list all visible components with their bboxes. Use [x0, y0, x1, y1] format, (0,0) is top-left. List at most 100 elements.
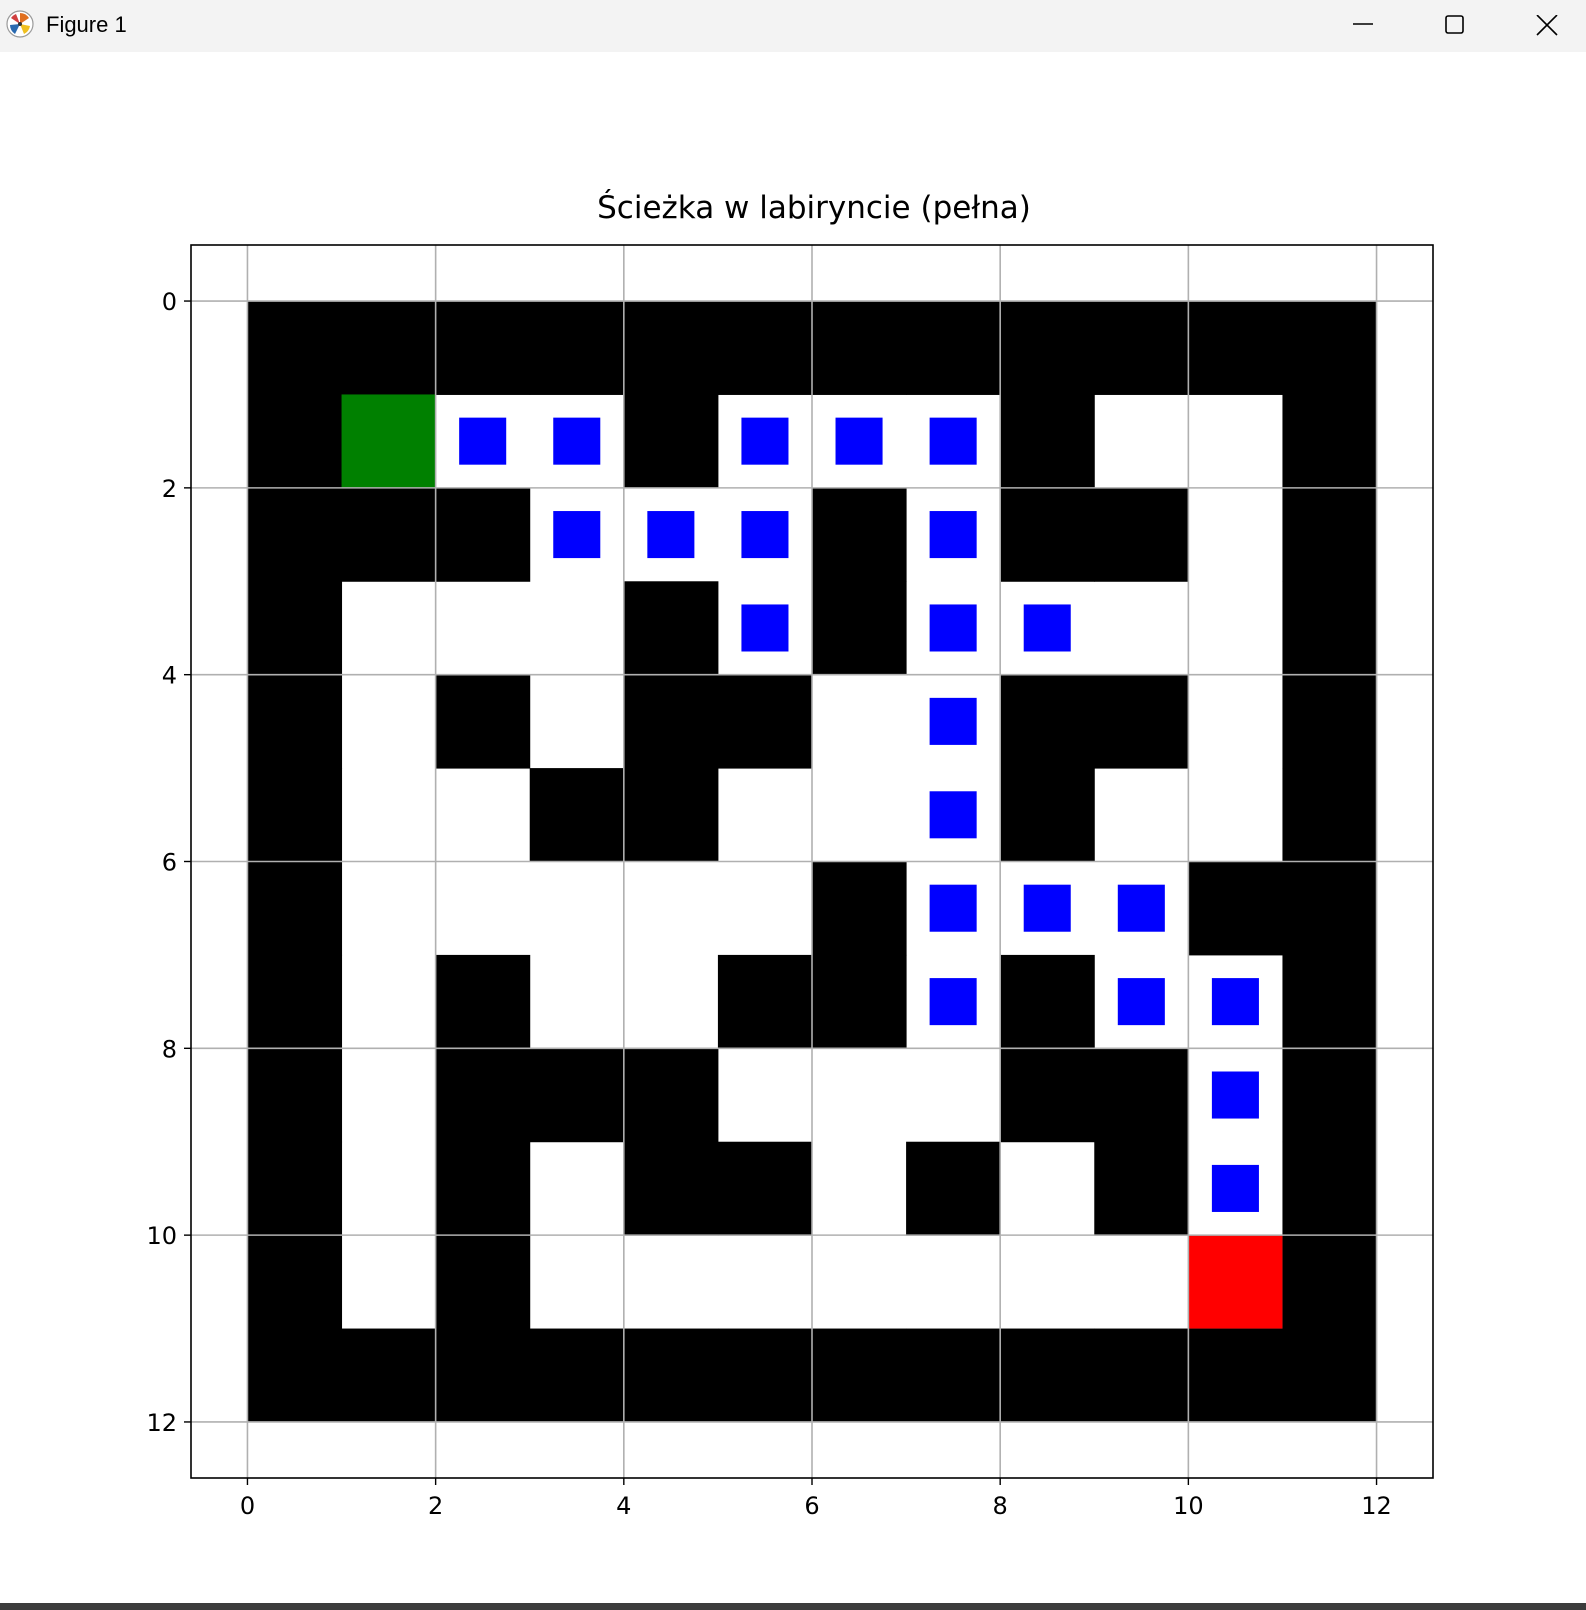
maze-wall-cell [1282, 861, 1378, 956]
maze-wall-cell [1282, 1235, 1378, 1330]
maze-wall-cell [1000, 954, 1095, 1049]
path-marker [459, 417, 507, 465]
path-marker [1117, 884, 1165, 932]
x-tick-label: 12 [1361, 1492, 1392, 1520]
maze-wall-cell [435, 487, 531, 582]
maze-plot: Ścieżka w labiryncie (pełna) 0 2 4 6 8 10 12 0 2… [146, 189, 1434, 1520]
maze-wall-cell [1094, 674, 1189, 769]
maze-wall-cell [247, 394, 343, 489]
maze-wall-cell [435, 301, 531, 395]
maze-wall-cell [717, 954, 813, 1049]
maze-wall-cell [1094, 1048, 1189, 1143]
path-marker [1023, 604, 1071, 652]
path-marker [1211, 1071, 1259, 1119]
maze-wall-cell [1282, 394, 1378, 489]
figure-canvas: Ścieżka w labiryncie (pełna) 0 2 4 6 8 10 12 0 2… [0, 52, 1586, 1603]
maze-wall-cell [1094, 301, 1189, 395]
close-button[interactable] [1500, 0, 1586, 52]
maze-wall-cell [1282, 1328, 1378, 1423]
maze-wall-cell [717, 674, 813, 769]
maze-wall-cell [906, 301, 1001, 395]
path-marker [1211, 978, 1259, 1026]
maze-wall-cell [812, 861, 907, 956]
maze-wall-cell [435, 1141, 531, 1236]
path-marker [929, 697, 977, 745]
maze-wall-cell [812, 581, 907, 676]
maze-wall-cell [1188, 861, 1283, 956]
maze-wall-cell [1094, 1328, 1189, 1423]
maze-wall-cell [1000, 768, 1095, 862]
maze-wall-cell [247, 674, 343, 769]
y-tick-label: 12 [146, 1409, 177, 1437]
maze-wall-cell [529, 301, 625, 395]
maze-wall-cell [1000, 394, 1095, 489]
maze-wall-cell [1094, 1141, 1189, 1236]
minimize-button[interactable] [1316, 0, 1408, 52]
maze-wall-cell [247, 301, 343, 395]
maze-wall-cell [623, 1328, 719, 1423]
maze-wall-cell [341, 1328, 437, 1423]
maze-wall-cell [623, 674, 719, 769]
path-marker [1023, 884, 1071, 932]
maze-start-cell [341, 394, 436, 488]
x-tick-label: 2 [428, 1492, 443, 1520]
path-marker [1211, 1164, 1259, 1212]
x-tick-label: 8 [993, 1492, 1008, 1520]
y-tick-label: 2 [162, 475, 177, 503]
maze-wall-cell [717, 1141, 813, 1236]
maze-wall-cell [1282, 487, 1378, 582]
path-marker [929, 978, 977, 1026]
maze-wall-cell [435, 1235, 531, 1330]
plot-title: Ścieżka w labiryncie (pełna) [597, 189, 1031, 226]
minimize-icon [1353, 23, 1373, 25]
maze-wall-cell [247, 1235, 343, 1330]
maze-wall-cell [623, 394, 719, 489]
maze-wall-cell [247, 581, 343, 676]
path-marker [929, 511, 977, 559]
maze-wall-cell [1282, 301, 1378, 395]
maze-wall-cell [1282, 1048, 1378, 1143]
path-marker [929, 604, 977, 652]
maze-wall-cell [1282, 1141, 1378, 1236]
x-tick-label: 6 [804, 1492, 819, 1520]
maze-wall-cell [341, 301, 437, 395]
maze-wall-cell [812, 1328, 907, 1423]
y-tick-label: 0 [162, 288, 177, 316]
maze-wall-cell [717, 1328, 813, 1423]
maximize-icon [1445, 15, 1464, 34]
maze-wall-cell [247, 487, 343, 582]
maze-wall-cell [529, 1328, 625, 1423]
path-marker [741, 604, 789, 652]
path-marker [553, 417, 601, 465]
maze-wall-cell [435, 954, 531, 1049]
path-marker [929, 884, 977, 932]
window-title: Figure 1 [46, 12, 127, 37]
maze-wall-cell [1282, 581, 1378, 676]
maze-wall-cell [1000, 1328, 1095, 1423]
maze-end-cell [1188, 1235, 1283, 1329]
maze-wall-cell [812, 954, 907, 1049]
path-marker [929, 791, 977, 839]
maze-wall-cell [1282, 954, 1378, 1049]
window-titlebar[interactable]: Figure 1 [0, 0, 1586, 52]
maze-wall-cell [623, 768, 719, 862]
maze-wall-cell [435, 674, 531, 769]
close-icon [1536, 15, 1558, 36]
maze-wall-cell [1188, 301, 1283, 395]
maze-wall-cell [623, 301, 719, 395]
maze-wall-cell [812, 301, 907, 395]
maximize-button[interactable] [1408, 0, 1500, 52]
path-marker [929, 417, 977, 465]
maze-wall-cell [1000, 674, 1095, 769]
maze-wall-cell [247, 954, 343, 1049]
maze-wall-cell [247, 1048, 343, 1143]
maze-wall-cell [1094, 487, 1189, 582]
maze-wall-cell [529, 768, 625, 862]
taskbar-edge [0, 1603, 1586, 1610]
maze-wall-cell [906, 1141, 1001, 1236]
x-tick-label: 10 [1173, 1492, 1204, 1520]
maze-wall-cell [247, 861, 343, 956]
maze-wall-cell [1282, 768, 1378, 862]
maze-wall-cell [623, 1048, 719, 1143]
maze-wall-cell [1000, 301, 1095, 395]
